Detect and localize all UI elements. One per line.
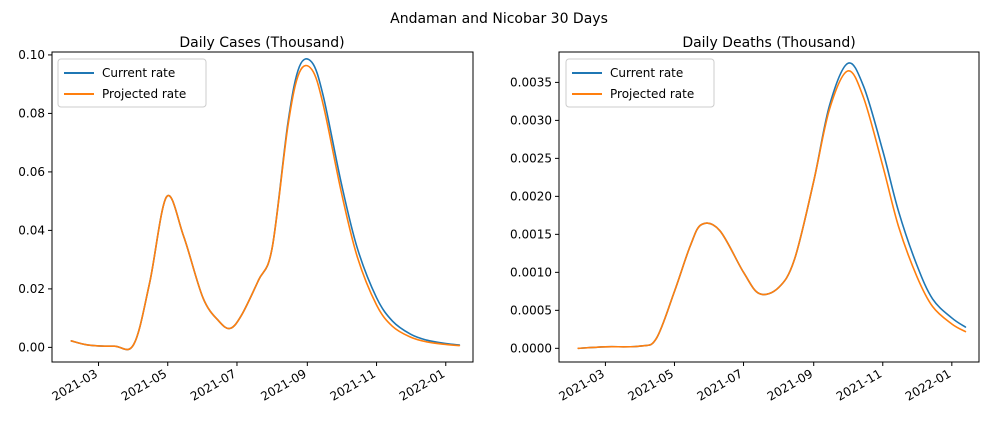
legend-label-current-rate: Current rate	[610, 66, 683, 80]
y-tick-label: 0.0030	[510, 113, 552, 127]
legend-daily-deaths: Current rate Projected rate	[565, 58, 715, 108]
x-tick-label: 2021-11	[834, 366, 884, 403]
x-tick-label: 2021-07	[188, 366, 238, 403]
y-tick-label: 0.0010	[510, 265, 552, 279]
legend-label-projected-rate: Projected rate	[102, 87, 186, 101]
y-tick-label: 0.00	[18, 340, 45, 354]
y-tick-label: 0.10	[18, 48, 45, 62]
axes-frame-daily-cases	[51, 51, 474, 363]
y-tick-label: 0.06	[18, 165, 45, 179]
x-tick-label: 2021-03	[556, 366, 606, 403]
x-tick-label: 2022-01	[397, 366, 447, 403]
legend-daily-cases: Current rate Projected rate	[57, 58, 207, 108]
x-tick-label: 2021-09	[765, 366, 815, 403]
y-tick-label: 0.02	[18, 282, 45, 296]
y-tick-label: 0.0035	[510, 75, 552, 89]
x-tick-label: 2021-05	[119, 366, 169, 403]
x-tick-label: 2021-05	[626, 366, 676, 403]
subplot-title-daily-cases: Daily Cases (Thousand)	[179, 35, 344, 51]
series-line-projected-rate-daily-cases	[70, 64, 461, 351]
legend-box	[565, 58, 715, 108]
series-line-projected-rate-daily-deaths	[577, 70, 967, 350]
y-tick-label: 0.0015	[510, 227, 552, 241]
figure-suptitle: Andaman and Nicobar 30 Days	[390, 11, 608, 27]
y-tick-label: 0.08	[18, 106, 45, 120]
legend-label-current-rate: Current rate	[102, 66, 175, 80]
subplot-daily-cases: Daily Cases (Thousand) 0.00 0.02 0.04 0.06 0…	[18, 35, 474, 404]
y-tick-label: 0.0005	[510, 303, 552, 317]
legend-label-projected-rate: Projected rate	[610, 87, 694, 101]
legend-box	[57, 58, 207, 108]
x-tick-label: 2021-03	[50, 366, 100, 403]
subplot-title-daily-deaths: Daily Deaths (Thousand)	[682, 35, 855, 51]
subplot-daily-deaths: Daily Deaths (Thousand) 0.0000 0.0005 0.00…	[510, 35, 980, 404]
x-tick-label: 2021-11	[328, 366, 378, 403]
x-tick-label: 2021-07	[695, 366, 745, 403]
y-tick-label: 0.0000	[510, 341, 552, 355]
y-tick-label: 0.0025	[510, 151, 552, 165]
x-tick-label: 2022-01	[903, 366, 953, 403]
axes-frame-daily-deaths	[558, 51, 980, 363]
x-tick-label: 2021-09	[258, 366, 308, 403]
y-tick-label: 0.0020	[510, 189, 552, 203]
y-tick-label: 0.04	[18, 223, 45, 237]
